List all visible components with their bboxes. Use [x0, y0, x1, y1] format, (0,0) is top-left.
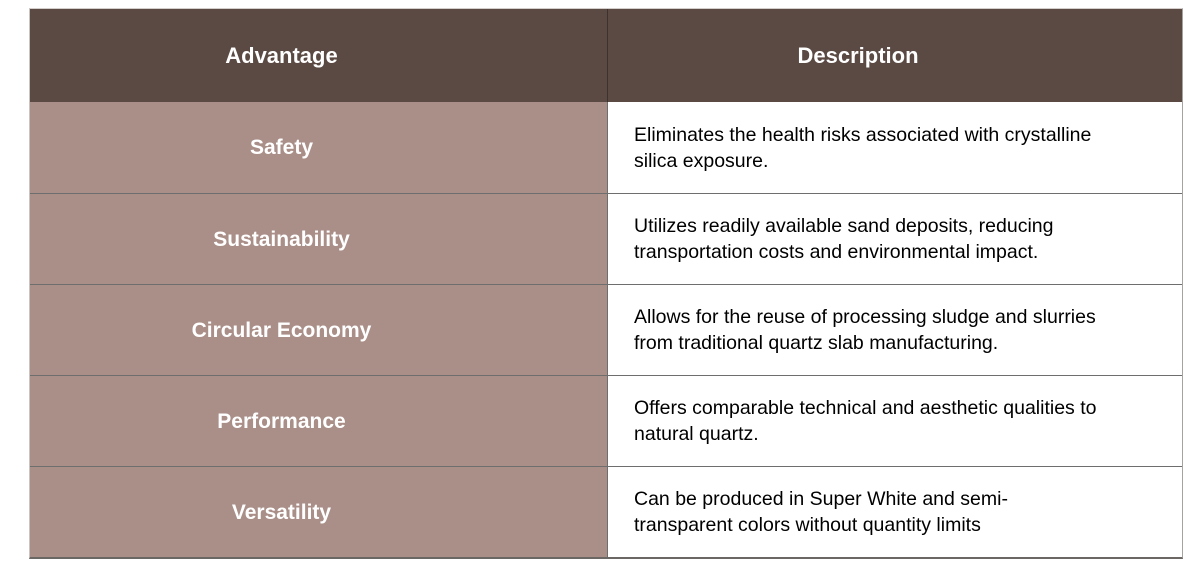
- description-column-header: Description: [797, 42, 919, 68]
- advantage-cell: Sustainability: [30, 194, 607, 284]
- advantage-label: Performance: [217, 409, 346, 433]
- table-row-performance: Performance Offers comparable technical …: [30, 375, 1182, 466]
- advantage-column-header: Advantage: [225, 42, 338, 68]
- description-cell: Utilizes readily available sand deposits…: [607, 194, 1182, 284]
- table-row-versatility: Versatility Can be produced in Super Whi…: [30, 466, 1182, 557]
- description-cell: Can be produced in Super White and semi-…: [607, 467, 1182, 557]
- advantage-cell: Performance: [30, 376, 607, 466]
- advantage-cell: Versatility: [30, 467, 607, 557]
- advantage-label: Circular Economy: [191, 318, 372, 342]
- description-text: Can be produced in Super White and semi-…: [634, 488, 1008, 536]
- header-cell-description: Description: [607, 9, 1182, 102]
- description-text: Utilizes readily available sand deposits…: [634, 215, 1054, 263]
- header-cell-advantage: Advantage: [30, 9, 607, 102]
- table-row-sustainability: Sustainability Utilizes readily availabl…: [30, 193, 1182, 284]
- advantage-label: Sustainability: [213, 227, 350, 251]
- table-row-circular-economy: Circular Economy Allows for the reuse of…: [30, 284, 1182, 375]
- description-text: Offers comparable technical and aestheti…: [634, 397, 1097, 445]
- table-row-safety: Safety Eliminates the health risks assoc…: [30, 102, 1182, 193]
- advantage-cell: Circular Economy: [30, 285, 607, 375]
- description-cell: Offers comparable technical and aestheti…: [607, 376, 1182, 466]
- description-text: Allows for the reuse of processing sludg…: [634, 306, 1096, 354]
- description-cell: Allows for the reuse of processing sludg…: [607, 285, 1182, 375]
- advantages-table: Advantage Description Safety Eliminates …: [29, 8, 1183, 559]
- header-row: Advantage Description: [30, 9, 1182, 102]
- advantage-label: Versatility: [231, 500, 332, 524]
- advantage-cell: Safety: [30, 102, 607, 193]
- description-cell: Eliminates the health risks associated w…: [607, 102, 1182, 193]
- advantage-label: Safety: [249, 136, 314, 159]
- description-text: Eliminates the health risks associated w…: [634, 123, 1092, 172]
